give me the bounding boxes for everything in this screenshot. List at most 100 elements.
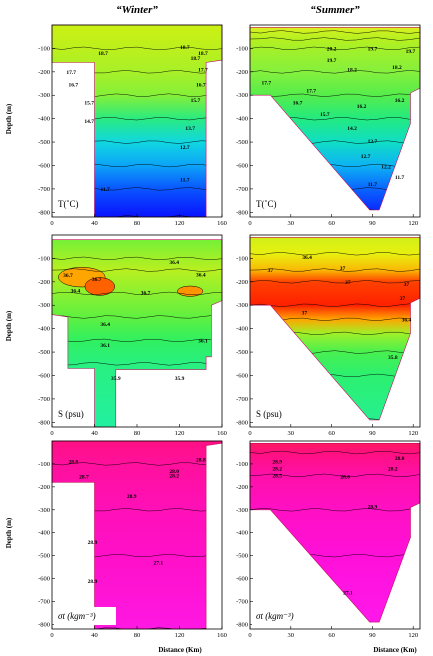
section-fill <box>250 237 420 420</box>
xlabel-winter: Distance (Km) <box>158 646 202 654</box>
y-ticks: -100 -200 -300 -400 -500 -600 -700 -800 <box>236 255 253 426</box>
x-tick-label: 160 <box>217 430 227 437</box>
isoline <box>250 208 420 210</box>
y-tick-label: -700 <box>236 186 248 193</box>
section-outline <box>51 239 223 428</box>
x-tick-label: 30 <box>288 220 295 227</box>
x-tick-label: 0 <box>50 220 53 227</box>
contour-label: 12.7 <box>180 145 190 151</box>
salinity-patch-2 <box>84 277 115 296</box>
y-tick-label: -200 <box>236 279 248 286</box>
isoline <box>250 280 420 284</box>
contour-label: 19.7 <box>368 46 378 52</box>
variable-label: σt (kgm⁻³) <box>256 611 294 621</box>
y-ticks: -100 -200 -300 -400 -500 -600 -700 -800 <box>236 461 253 628</box>
x-tick-label: 60 <box>328 632 335 639</box>
y-tick-label: -500 <box>38 139 50 146</box>
y-tick-label: -300 <box>236 302 248 309</box>
y-tick-label: -700 <box>38 396 50 403</box>
contour-labels: 28.8 28.8 28.028.2 28.7 28.9 28.9 28.9 27.1 <box>68 457 205 585</box>
contour-label: 28.2 <box>169 473 179 479</box>
x-tick-label: 90 <box>369 632 376 639</box>
x-tick-label: 160 <box>217 220 227 227</box>
isoline <box>250 93 420 97</box>
y-ticks: -100 -200 -300 -400 -500 -600 -700 -800 <box>236 45 253 216</box>
contour-label: 19.7 <box>327 58 337 64</box>
x-tick-label: 120 <box>175 220 185 227</box>
y-tick-label: -600 <box>236 576 248 583</box>
x-tick-label: 120 <box>408 632 418 639</box>
contour-label: 37 <box>400 296 406 302</box>
x-tick-label: 0 <box>50 430 53 437</box>
xlabel-summer: Distance (Km) <box>373 646 417 654</box>
contour-label: 35.9 <box>175 376 185 382</box>
y-ticks: -100 -200 -300 -400 -500 -600 -700 -800 <box>38 45 55 216</box>
isoline <box>250 46 420 50</box>
y-tick-label: -700 <box>236 598 248 605</box>
variable-label: T(˚C) <box>58 199 79 209</box>
contour-label: 28.9 <box>88 579 98 585</box>
x-tick-label: 90 <box>369 220 376 227</box>
contour-label: 17.7 <box>262 80 272 86</box>
panel-4: 36.4 37 37 37 37 37 37 36.4 35.8 -100 -200 -300 -400… <box>236 234 421 437</box>
variable-label: T(˚C) <box>256 199 277 209</box>
contour-label: 18.2 <box>347 67 357 73</box>
contour-label: 28.5 <box>272 473 282 479</box>
contour-label: 28.9 <box>368 504 378 510</box>
y-tick-label: -700 <box>236 396 248 403</box>
x-tick-label: 0 <box>248 430 251 437</box>
x-tick-label: 80 <box>134 430 141 437</box>
contour-label: 28.6 <box>340 475 350 481</box>
isoline <box>250 303 420 307</box>
contour-label: 12.2 <box>381 165 391 171</box>
y-tick-label: -100 <box>38 255 50 262</box>
contour-label: 11.7 <box>368 182 378 188</box>
x-tick-label: 80 <box>134 220 141 227</box>
y-tick-label: -400 <box>38 530 50 537</box>
y-tick-label: -700 <box>38 598 50 605</box>
y-tick-label: -500 <box>236 139 248 146</box>
x-tick-label: 30 <box>288 430 295 437</box>
param-label-bg <box>54 607 116 625</box>
contour-label: 19.7 <box>406 49 416 55</box>
y-tick-label: -800 <box>236 419 248 426</box>
y-tick-label: -300 <box>38 302 50 309</box>
contour-label: 37 <box>340 266 346 272</box>
contour-label: 28.9 <box>88 540 98 546</box>
contour-label: 36.4 <box>402 317 412 323</box>
y-tick-label: -400 <box>38 326 50 333</box>
contour-label: 28.7 <box>79 475 89 481</box>
contour-label: 13.7 <box>368 139 378 145</box>
ylabel-row-2: Depth (m) <box>5 310 13 341</box>
contour-labels: 36.7 36.7 36.4 36.7 36.4 36.4 36.4 36.1 36.1 35.9… <box>63 260 208 382</box>
contour-label: 16.7 <box>196 83 206 89</box>
contour-labels: 18.718.7 18.718.717.7 17.716.7 16.715.7 15.7… <box>66 45 208 193</box>
panel-3: 36.7 36.7 36.4 36.7 36.4 36.4 36.4 36.1 36.1 35.9… <box>38 234 227 437</box>
x-tick-label: 80 <box>134 632 141 639</box>
x-tick-label: 0 <box>50 632 53 639</box>
contour-label: 13.7 <box>185 126 195 132</box>
contour-label: 27.1 <box>153 561 163 567</box>
section-gradient <box>52 239 222 427</box>
plot-frame <box>249 440 421 630</box>
contour-label: 28.2 <box>272 467 282 473</box>
contour-label: 37 <box>345 280 351 286</box>
plot-frame <box>249 234 421 428</box>
isoline <box>250 30 420 34</box>
y-tick-label: -300 <box>38 92 50 99</box>
y-tick-label: -600 <box>236 372 248 379</box>
contour-labels: 20.219.719.7 19.718.2 18.217.717.716.716.2… <box>262 46 416 188</box>
y-tick-label: -200 <box>38 69 50 76</box>
contour-label: 18.7 <box>191 56 201 62</box>
y-tick-label: -100 <box>38 461 50 468</box>
summer-column-title: “Summer” <box>310 4 360 16</box>
x-tick-label: 40 <box>91 632 98 639</box>
isoline <box>52 268 222 272</box>
panel-5: 28.8 28.8 28.028.2 28.7 28.9 28.9 28.9 27.1 -100… <box>38 440 227 639</box>
contour-label: 36.7 <box>92 277 102 283</box>
plot-frame <box>249 24 421 218</box>
contour-label: 35.8 <box>388 355 398 361</box>
contour-label: 20.2 <box>327 46 337 52</box>
x-tick-label: 40 <box>91 220 98 227</box>
